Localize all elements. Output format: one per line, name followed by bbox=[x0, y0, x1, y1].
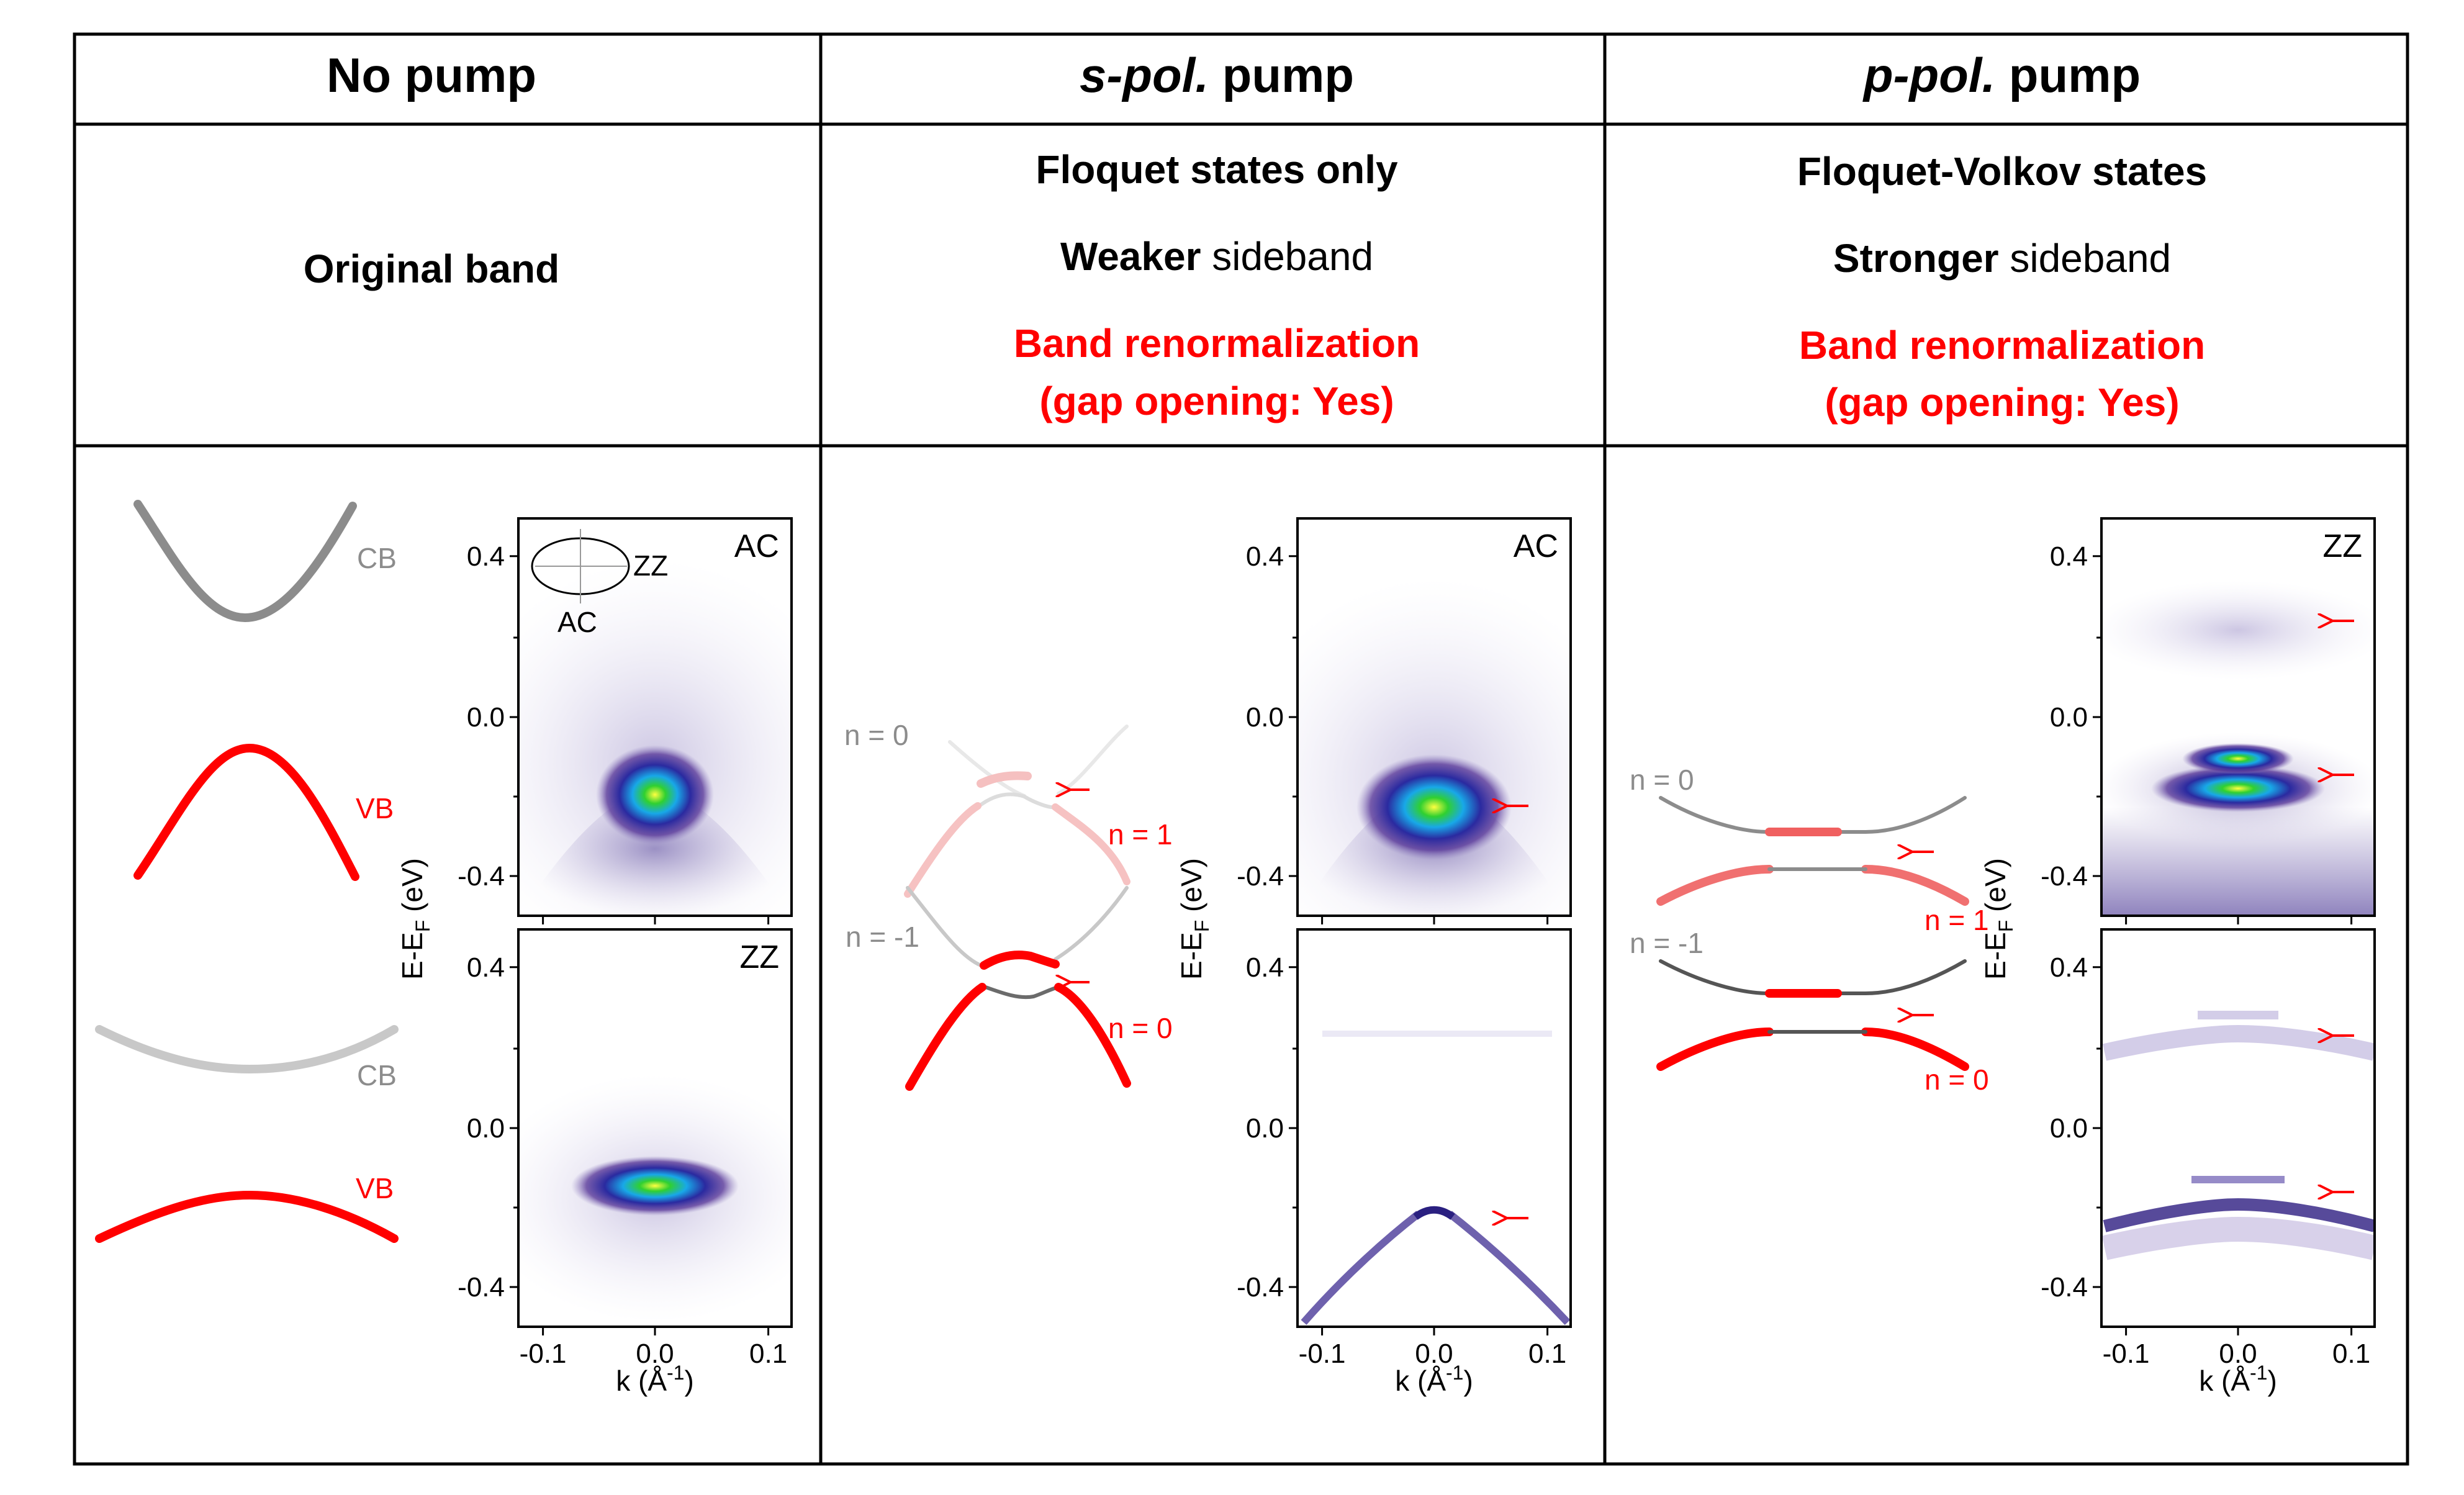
desc-no-pump-line-1: Original band bbox=[304, 246, 559, 291]
band-p-nm1-grey bbox=[1659, 959, 1967, 995]
band-p-n0-grey bbox=[1659, 796, 1967, 834]
y-tick-label: 0.0 bbox=[2050, 702, 2088, 733]
desc-s-pol-line-1: Floquet states only bbox=[1036, 147, 1398, 192]
band-cb-ac bbox=[133, 500, 357, 623]
axes-layer: 0.4 0.0 -0.4 AC 0.4 0.0 -0.4 -0.1 0.0 0.1 ZZ E-EF (… bbox=[396, 517, 2376, 1397]
heatmap-p-pol-bottom bbox=[2101, 929, 2375, 1327]
desc-p-pol-line-1: Floquet-Volkov states bbox=[1797, 149, 2207, 194]
y-tick-label: -0.4 bbox=[2041, 1272, 2088, 1303]
band-p-n1 bbox=[1656, 865, 1969, 906]
y-tick-label: -0.4 bbox=[458, 1272, 505, 1303]
heatmap-s-pol-zz bbox=[1297, 929, 1571, 1327]
x-tick-label: 0.0 bbox=[2219, 1339, 2257, 1369]
label-p-n0-lower: n = 0 bbox=[1925, 1064, 1989, 1096]
desc-s-pol-line-4: (gap opening: Yes) bbox=[1039, 379, 1394, 423]
panel-label: ZZ bbox=[739, 939, 779, 975]
orientation-inset bbox=[531, 529, 630, 603]
band-n0-upper-gap bbox=[977, 771, 1032, 788]
y-tick-label: 0.0 bbox=[467, 702, 505, 733]
y-tick-label: 0.4 bbox=[467, 952, 505, 983]
x-tick-label: -0.1 bbox=[520, 1339, 567, 1369]
y-tick-label: -0.4 bbox=[2041, 861, 2088, 892]
desc-p-pol-line-3: Band renormalization bbox=[1799, 323, 2205, 368]
band-n1-sideband-grey bbox=[976, 792, 1057, 810]
label-p-n0-upper: n = 0 bbox=[1630, 764, 1694, 796]
band-vb-ac bbox=[133, 743, 359, 881]
band-vb-zz bbox=[95, 1190, 399, 1243]
column-title-p-pol: p-pol. pump bbox=[1862, 48, 2141, 102]
y-tick-label: 0.4 bbox=[1246, 541, 1284, 572]
y-tick-label: -0.4 bbox=[1237, 861, 1284, 892]
x-axis-label: k (Å-1) bbox=[1395, 1362, 1473, 1397]
y-tick-label: 0.4 bbox=[2050, 541, 2088, 572]
desc-s-pol-line-2: Weaker sideband bbox=[1060, 234, 1373, 279]
panel-label: AC bbox=[734, 528, 779, 564]
x-tick-label: -0.1 bbox=[1299, 1339, 1346, 1369]
y-tick-label: 0.0 bbox=[467, 1113, 505, 1144]
y-tick-label: 0.0 bbox=[2050, 1113, 2088, 1144]
band-n0-lower-grey bbox=[980, 984, 1060, 1000]
y-tick-label: 0.0 bbox=[1246, 1113, 1284, 1144]
label-vb-zz: VB bbox=[356, 1172, 394, 1204]
y-tick-label: 0.4 bbox=[2050, 952, 2088, 983]
inset-label-ac: AC bbox=[557, 606, 597, 638]
column-title-s-pol: s-pol. pump bbox=[1080, 48, 1354, 102]
x-axis-label: k (Å-1) bbox=[2199, 1362, 2277, 1397]
desc-p-pol-line-4: (gap opening: Yes) bbox=[1825, 380, 2179, 425]
label-p-nm1: n = -1 bbox=[1630, 927, 1704, 959]
x-tick-label: 0.1 bbox=[749, 1339, 787, 1369]
schematic-p-pol bbox=[1656, 796, 1969, 1071]
band-p-n0-lower bbox=[1656, 1028, 1969, 1071]
panel-label: AC bbox=[1514, 528, 1558, 564]
y-tick-label: 0.0 bbox=[1246, 702, 1284, 733]
desc-s-pol-line-3: Band renormalization bbox=[1014, 321, 1420, 366]
inset-label-zz: ZZ bbox=[633, 549, 668, 582]
x-axis-label: k (Å-1) bbox=[616, 1362, 694, 1397]
table-frame bbox=[73, 32, 2409, 1466]
x-tick-label: 0.0 bbox=[1415, 1339, 1453, 1369]
heatmap-no-pump-ac bbox=[518, 518, 792, 916]
x-tick-label: 0.1 bbox=[1528, 1339, 1566, 1369]
panel-label: ZZ bbox=[2322, 528, 2362, 564]
desc-p-pol-line-2: Stronger sideband bbox=[1833, 236, 2171, 281]
y-tick-label: 0.4 bbox=[1246, 952, 1284, 983]
band-nm1-gap bbox=[980, 951, 1060, 970]
label-s-n0-upper: n = 0 bbox=[844, 719, 909, 751]
x-tick-label: -0.1 bbox=[2103, 1339, 2150, 1369]
y-axis-label: E-EF (eV) bbox=[396, 858, 434, 980]
band-nm1-grey bbox=[906, 886, 1129, 967]
schematic-s-pol bbox=[904, 725, 1131, 1091]
heatmap-p-pol-top bbox=[2101, 518, 2375, 916]
x-tick-label: 0.1 bbox=[2332, 1339, 2370, 1369]
label-s-n0-lower: n = 0 bbox=[1108, 1012, 1173, 1044]
band-cb-zz bbox=[95, 1025, 399, 1074]
heatmap-no-pump-zz bbox=[518, 929, 792, 1327]
band-n0-upper bbox=[948, 725, 1129, 798]
schematic-no-pump bbox=[95, 500, 399, 1243]
y-tick-label: -0.4 bbox=[1237, 1272, 1284, 1303]
y-tick-label: -0.4 bbox=[458, 861, 505, 892]
band-n1 bbox=[904, 802, 1130, 898]
y-axis-label: E-EF (eV) bbox=[1979, 858, 2017, 980]
x-tick-label: 0.0 bbox=[636, 1339, 674, 1369]
heatmap-s-pol-ac bbox=[1297, 518, 1571, 916]
label-cb-ac: CB bbox=[357, 542, 397, 574]
y-axis-label: E-EF (eV) bbox=[1175, 858, 1213, 980]
label-cb-zz: CB bbox=[357, 1059, 397, 1091]
column-title-no-pump: No pump bbox=[327, 48, 536, 102]
band-n0-lower bbox=[905, 983, 1131, 1091]
y-tick-label: 0.4 bbox=[467, 541, 505, 572]
label-s-nm1: n = -1 bbox=[846, 921, 919, 953]
label-vb-ac: VB bbox=[356, 792, 394, 824]
label-p-n1: n = 1 bbox=[1925, 904, 1989, 936]
label-s-n1: n = 1 bbox=[1108, 818, 1173, 851]
